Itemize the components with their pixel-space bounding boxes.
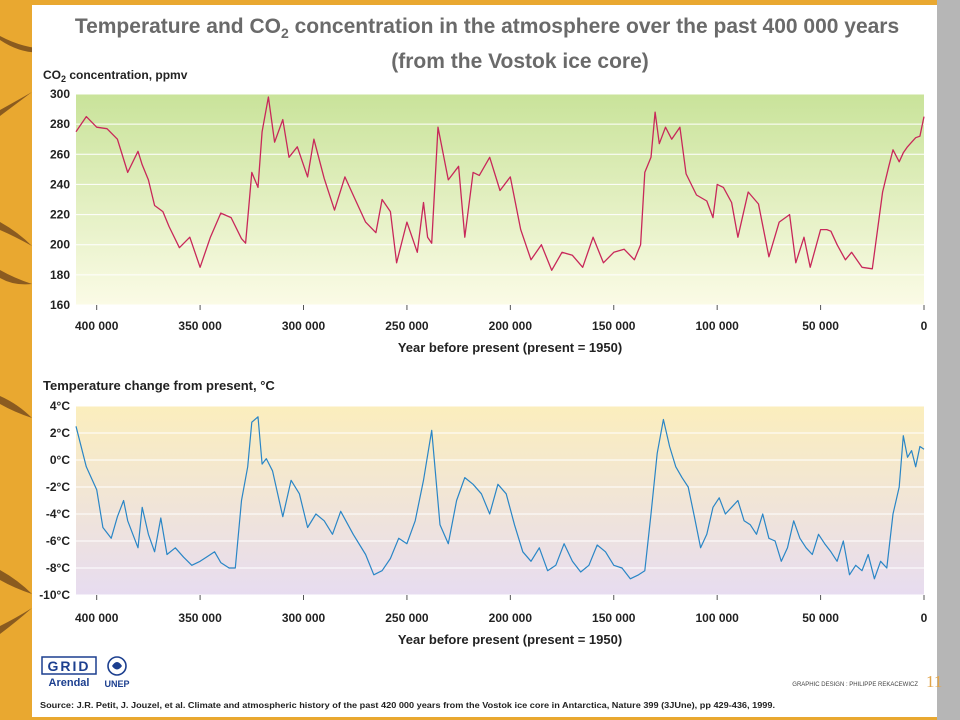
temp-y-tick-labels: 4°C 2°C 0°C -2°C -4°C -6°C -8°C -10°C xyxy=(39,399,70,602)
grid-arendal-logo: GRID Arendal xyxy=(41,656,97,689)
temp-gridlines xyxy=(76,405,924,596)
temp-x-tick-label: 400 000 xyxy=(75,611,119,625)
temp-x-tick-label: 150 000 xyxy=(592,611,636,625)
co2-y-tick-labels: 300 280 260 240 220 200 180 160 xyxy=(50,87,70,312)
unep-logo: UNEP xyxy=(104,656,130,689)
temp-x-tick-label: 300 000 xyxy=(282,611,326,625)
co2-y-tick-label: 280 xyxy=(50,117,70,131)
co2-x-tick-label: 300 000 xyxy=(282,319,326,333)
co2-y-tick-label: 260 xyxy=(50,147,70,161)
temp-x-tick-labels: 400 000 350 000 300 000 250 000 200 000 150 0… xyxy=(75,595,928,625)
leaf-decoration xyxy=(0,92,32,116)
temp-x-tick-label: 200 000 xyxy=(489,611,533,625)
graphic-design-credit: GRAPHIC DESIGN : PHILIPPE REKACEWICZ xyxy=(792,682,918,688)
temp-y-tick-label: -2°C xyxy=(46,480,70,494)
chart-title-line-1: Temperature and CO2 concentration in the… xyxy=(75,15,899,41)
co2-y-tick-label: 300 xyxy=(50,87,70,101)
temp-y-tick-label: 4°C xyxy=(50,399,70,413)
co2-plot-area xyxy=(76,94,924,305)
leaf-decoration xyxy=(0,36,60,53)
co2-series-line xyxy=(75,96,925,271)
co2-y-tick-label: 180 xyxy=(50,268,70,282)
co2-x-tick-label: 400 000 xyxy=(75,319,119,333)
leaf-decoration xyxy=(0,222,32,246)
leaf-decoration xyxy=(0,270,32,285)
co2-x-tick-labels: 400 000 350 000 300 000 250 000 200 000 150 0… xyxy=(75,305,928,333)
temp-y-tick-label: 2°C xyxy=(50,426,70,440)
temp-y-tick-label: -6°C xyxy=(46,534,70,548)
co2-x-tick-label: 150 000 xyxy=(592,319,636,333)
temp-y-tick-label: -4°C xyxy=(46,507,70,521)
co2-y-tick-label: 160 xyxy=(50,298,70,312)
temp-x-tick-label: 350 000 xyxy=(178,611,222,625)
svg-text:GRID: GRID xyxy=(48,658,91,674)
leaf-decoration xyxy=(0,608,32,634)
leaf-decoration xyxy=(0,396,32,418)
co2-x-tick-label: 100 000 xyxy=(695,319,739,333)
chart-title-line-2: (from the Vostok ice core) xyxy=(391,50,649,73)
temp-y-tick-label: -10°C xyxy=(39,588,70,602)
slide-number: 11 xyxy=(926,672,943,691)
co2-y-tick-label: 220 xyxy=(50,208,70,222)
co2-x-tick-label: 250 000 xyxy=(385,319,429,333)
temp-plot-area xyxy=(76,406,924,595)
source-citation: Source: J.R. Petit, J. Jouzel, et al. Cl… xyxy=(40,701,775,710)
temp-xlabel: Year before present (present = 1950) xyxy=(398,632,622,647)
svg-text:UNEP: UNEP xyxy=(104,679,129,689)
co2-ylabel: CO2 concentration, ppmv xyxy=(43,68,188,84)
temp-x-tick-label: 100 000 xyxy=(695,611,739,625)
temp-series-line xyxy=(75,416,925,580)
co2-gridlines xyxy=(76,93,924,306)
co2-xlabel: Year before present (present = 1950) xyxy=(398,340,622,355)
temp-ylabel: Temperature change from present, °C xyxy=(43,378,275,393)
co2-x-tick-label: 0 xyxy=(921,319,928,333)
temp-y-tick-label: -8°C xyxy=(46,561,70,575)
temp-y-tick-label: 0°C xyxy=(50,453,70,467)
co2-y-tick-label: 200 xyxy=(50,238,70,252)
co2-x-tick-label: 200 000 xyxy=(489,319,533,333)
svg-text:Arendal: Arendal xyxy=(49,677,90,689)
temp-x-tick-label: 250 000 xyxy=(385,611,429,625)
leaf-decoration xyxy=(0,570,32,594)
temp-x-tick-label: 50 000 xyxy=(802,611,839,625)
co2-x-tick-label: 350 000 xyxy=(178,319,222,333)
co2-x-tick-label: 50 000 xyxy=(802,319,839,333)
temp-x-tick-label: 0 xyxy=(921,611,928,625)
slide-side-strip xyxy=(937,0,960,720)
co2-y-tick-label: 240 xyxy=(50,177,70,191)
